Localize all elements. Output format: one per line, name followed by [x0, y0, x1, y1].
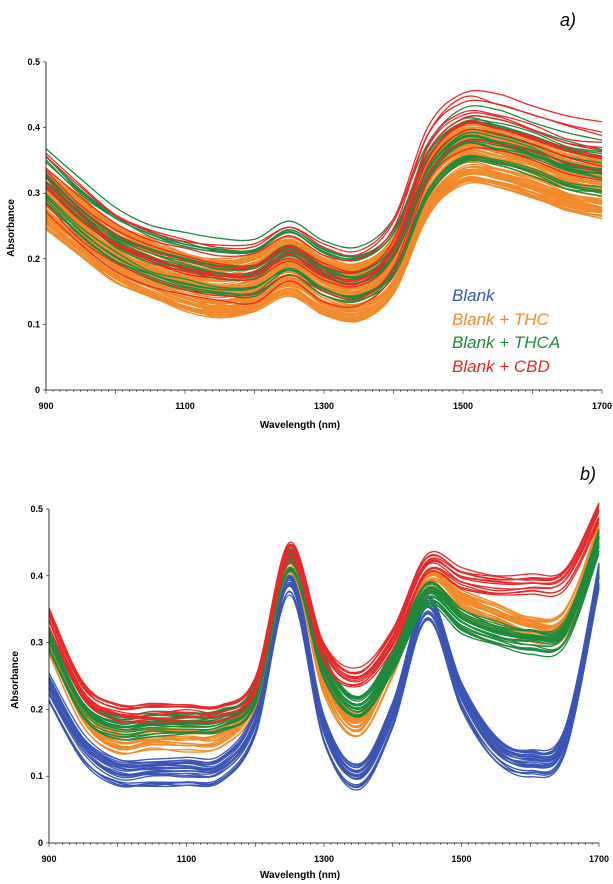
spectrum-line: [45, 166, 603, 308]
spectrum-line: [45, 105, 603, 249]
spectrum-line: [48, 563, 600, 766]
x-tick-label: 900: [41, 854, 56, 864]
panel-a-series: [45, 89, 603, 323]
spectrum-line: [45, 182, 603, 321]
panel-b-ylabel: Absorbance: [10, 651, 21, 709]
spectrum-line: [48, 542, 600, 748]
spectrum-line: [45, 117, 603, 258]
x-tick-label: 900: [38, 401, 53, 411]
spectrum-line: [45, 168, 603, 310]
x-tick-label: 1500: [451, 854, 471, 864]
panel-a-label: a): [560, 10, 576, 30]
spectrum-line: [45, 177, 603, 316]
y-tick-label: 0.1: [27, 319, 40, 329]
spectrum-line: [45, 169, 603, 310]
panel-b: b) 900 1100 1300 1500 1700 0 0.1 0.2 0.3 0.4 0.5 W…: [10, 464, 609, 881]
y-tick-label: 0.5: [30, 504, 43, 514]
spectrum-line: [45, 139, 603, 301]
legend-blank-cbd: Blank + CBD: [452, 357, 550, 376]
spectrum-line: [45, 131, 603, 274]
legend: Blank Blank + THC Blank + THCA Blank + C…: [452, 286, 560, 376]
spectrum-line: [48, 541, 600, 751]
spectrum-line: [45, 89, 603, 253]
y-tick-label: 0.2: [27, 254, 40, 264]
x-tick-label: 1700: [589, 854, 609, 864]
spectrum-line: [48, 543, 600, 733]
spectrum-line: [48, 522, 600, 724]
y-tick-label: 0.5: [27, 57, 40, 67]
spectrum-line: [45, 147, 603, 309]
y-tick-label: 0: [35, 385, 40, 395]
spectrum-line: [48, 568, 600, 771]
spectrum-line: [45, 109, 603, 274]
spectrum-line: [48, 511, 600, 718]
legend-blank-thc: Blank + THC: [452, 310, 550, 329]
spectrum-line: [48, 572, 600, 773]
y-tick-label: 0.4: [27, 123, 40, 133]
x-tick-label: 1300: [314, 401, 334, 411]
spectrum-line: [45, 99, 603, 262]
y-tick-label: 0.2: [30, 704, 43, 714]
spectrum-line: [45, 119, 603, 286]
y-tick-label: 0.1: [30, 771, 43, 781]
x-tick-label: 1100: [177, 854, 197, 864]
panel-b-xlabel: Wavelength (nm): [260, 870, 340, 881]
x-tick-label: 1300: [314, 854, 334, 864]
spectrum-line: [45, 95, 603, 257]
spectrum-line: [48, 545, 600, 736]
spectrum-line: [48, 546, 600, 738]
panel-a-xlabel: Wavelength (nm): [260, 420, 340, 431]
spectrum-line: [48, 576, 600, 778]
spectrum-line: [48, 576, 600, 779]
y-tick-label: 0.3: [30, 638, 43, 648]
panel-a: a) 900 1100 1300 1500 1700 0 0.1 0.2 0.3 0.4 0.5 W…: [6, 10, 612, 431]
y-tick-label: 0: [38, 838, 43, 848]
spectrum-line: [48, 502, 600, 708]
panel-b-series: [48, 502, 600, 791]
spectrum-line: [48, 566, 600, 768]
legend-blank-thca: Blank + THCA: [452, 333, 560, 352]
panel-a-ylabel: Absorbance: [6, 199, 17, 257]
y-tick-label: 0.3: [27, 188, 40, 198]
spectrum-line: [48, 583, 600, 789]
panel-a-axes: 900 1100 1300 1500 1700 0 0.1 0.2 0.3 0.4 0.5: [27, 57, 612, 411]
x-tick-label: 1500: [453, 401, 473, 411]
legend-blank: Blank: [452, 286, 496, 305]
x-tick-label: 1700: [592, 401, 612, 411]
x-tick-label: 1100: [175, 401, 195, 411]
spectrum-line: [45, 160, 603, 302]
spectrum-line: [45, 177, 603, 321]
spectrum-line: [48, 509, 600, 710]
spectrum-line: [45, 112, 603, 273]
y-tick-label: 0.4: [30, 571, 43, 581]
spectrum-line: [48, 518, 600, 720]
panel-b-axes: 900 1100 1300 1500 1700 0 0.1 0.2 0.3 0.4 0.5: [30, 504, 609, 864]
spectrum-line: [48, 534, 600, 744]
spectrum-line: [45, 165, 603, 310]
spectrum-line: [45, 156, 603, 297]
panel-b-label: b): [580, 464, 596, 484]
